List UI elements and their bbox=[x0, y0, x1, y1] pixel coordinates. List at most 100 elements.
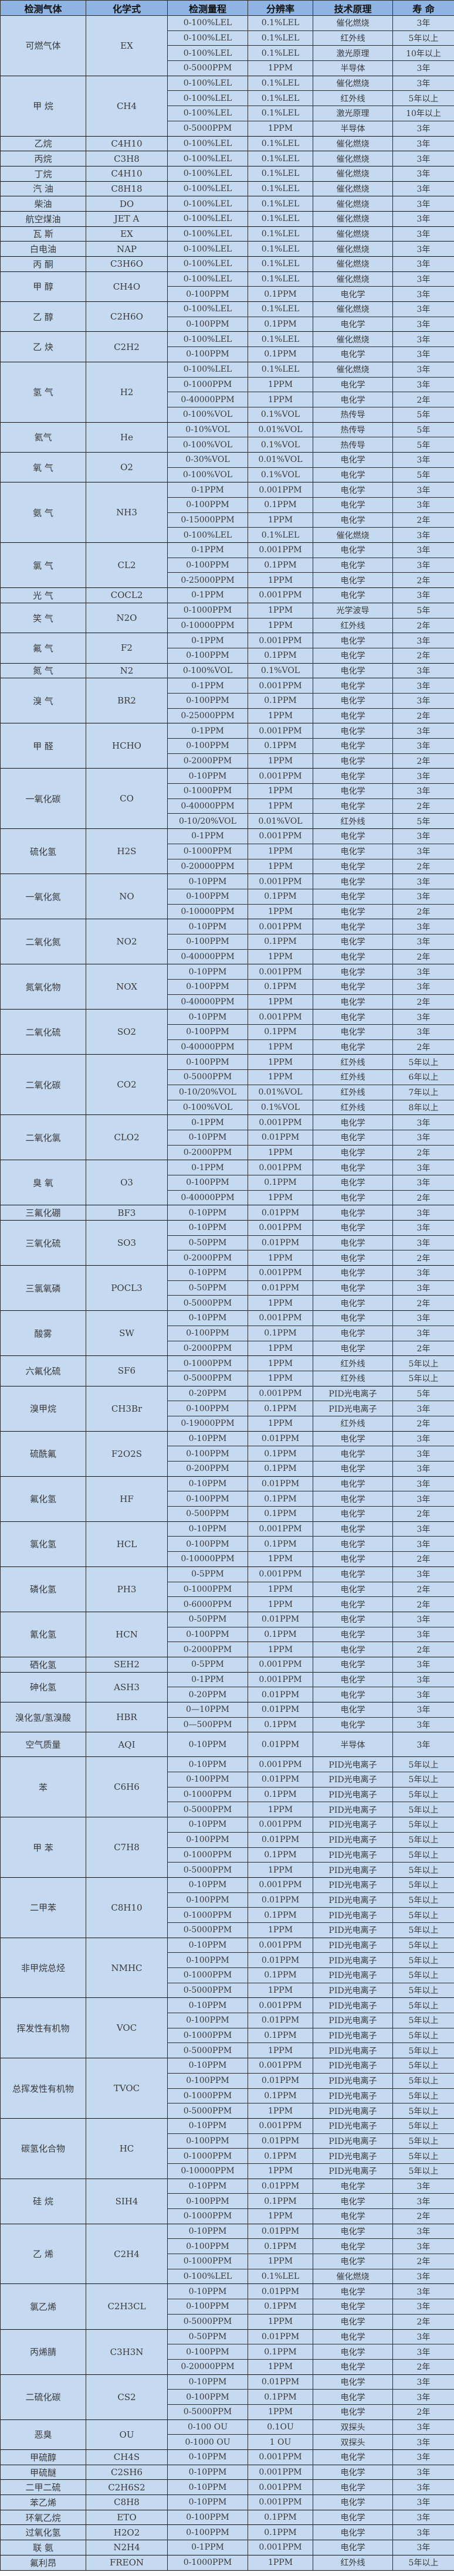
gas-name-cell: 氮氧化物 bbox=[0, 964, 86, 1010]
range-cell: 0-1PPM bbox=[167, 482, 248, 498]
lifespan-cell: 3年 bbox=[392, 2540, 454, 2555]
table-row: 0-100PPM 0.1PPM 电化学 3年 bbox=[1, 2344, 454, 2360]
resolution-cell: 0.01%VOL bbox=[248, 1084, 313, 1100]
table-row: 六氟化硫 SF6 0-1000PPM 1PPM 红外线 5年以上 bbox=[0, 1355, 454, 1386]
principle-cell: 电化学 bbox=[313, 1491, 393, 1507]
range-cell: 0-10PPM bbox=[167, 1997, 248, 2014]
resolution-cell: 0.1%VOL bbox=[248, 662, 313, 679]
resolution-cell: 0.1PPM bbox=[248, 1174, 313, 1191]
table-row: 丙 酮 C3H6O 0-100%LEL 0.1%LEL 催化燃烧 3年 bbox=[0, 256, 454, 272]
table-row: 0-100PPM 0.1PPM 电化学 3年 bbox=[1, 1174, 454, 1191]
range-cell: 0-5000PPM bbox=[167, 120, 248, 137]
table-row: 0-10PPM 0.01PPM 电化学 3年 bbox=[1, 1129, 454, 1146]
principle-cell: 电化学 bbox=[313, 1506, 393, 1522]
gas-name-cell: 溴 气 bbox=[0, 678, 86, 724]
principle-cell: 电化学 bbox=[313, 2449, 393, 2465]
lifespan-cell: 2年 bbox=[392, 903, 454, 920]
resolution-cell: 1PPM bbox=[248, 572, 313, 589]
lifespan-cell: 3年 bbox=[392, 1566, 454, 1582]
resolution-cell: 0.001PPM bbox=[248, 919, 313, 934]
range-cell: 0-100PPM bbox=[167, 2299, 248, 2315]
lifespan-cell: 3年 bbox=[392, 542, 454, 558]
range-cell: 0-100%LEL bbox=[167, 226, 248, 242]
lifespan-cell: 3年 bbox=[392, 2268, 454, 2285]
principle-cell: 电化学 bbox=[313, 2313, 393, 2330]
range-cell: 0-100PPM bbox=[167, 1446, 248, 1462]
lifespan-cell: 10年以上 bbox=[392, 45, 454, 62]
range-cell: 0-10000PPM bbox=[167, 2163, 248, 2179]
lifespan-cell: 2年 bbox=[392, 1506, 454, 1522]
principle-cell: 半导体 bbox=[313, 120, 393, 137]
table-row: 丙烷 C3H8 0-100%LEL 0.1%LEL 催化燃烧 3年 bbox=[0, 151, 454, 166]
lifespan-cell: 3年 bbox=[392, 1235, 454, 1251]
principle-cell: 电化学 bbox=[313, 467, 393, 483]
formula-cell: CH4 bbox=[86, 75, 168, 137]
gas-name-cell: 丙 酮 bbox=[0, 256, 86, 272]
principle-cell: 电化学 bbox=[313, 2238, 393, 2255]
lifespan-cell: 3年 bbox=[392, 226, 454, 242]
formula-cell: C3H6O bbox=[86, 256, 168, 272]
principle-cell: 红外线 bbox=[313, 1370, 393, 1386]
range-cell: 0-1000PPM bbox=[167, 2027, 248, 2044]
resolution-cell: 0.1%LEL bbox=[248, 75, 313, 91]
lifespan-cell: 6年以上 bbox=[392, 1069, 454, 1085]
formula-cell: EX bbox=[86, 15, 168, 76]
gas-name-cell: 氰化氢 bbox=[0, 1611, 86, 1657]
gas-name-cell: 酸雾 bbox=[0, 1310, 86, 1357]
principle-cell: 红外线 bbox=[313, 813, 393, 830]
lifespan-cell: 2年 bbox=[392, 392, 454, 407]
principle-cell: 电化学 bbox=[313, 708, 393, 724]
lifespan-cell: 3年 bbox=[392, 1310, 454, 1326]
gas-name-cell: 汽 油 bbox=[0, 181, 86, 197]
lifespan-cell: 3年 bbox=[392, 678, 454, 694]
principle-cell: 电化学 bbox=[313, 1009, 393, 1025]
table-row: 过氧化氢 H2O2 0-100PPM 0.1PPM 电化学 3年 bbox=[0, 2524, 454, 2541]
principle-cell: 电化学 bbox=[313, 874, 393, 889]
lifespan-cell: 3年 bbox=[392, 2495, 454, 2510]
range-cell: 0-1PPM bbox=[167, 1671, 248, 1688]
resolution-cell: 0.1PPM bbox=[248, 888, 313, 905]
resolution-cell: 0.001PPM bbox=[248, 1160, 313, 1175]
table-row: 0-5000PPM 1PPM PID光电离子 5年以上 bbox=[1, 2103, 454, 2119]
principle-cell: 电化学 bbox=[313, 542, 393, 558]
principle-cell: 红外线 bbox=[313, 30, 393, 46]
formula-cell: C2H6O bbox=[86, 301, 168, 332]
lifespan-cell: 3年 bbox=[392, 1536, 454, 1552]
range-cell: 0-100PPM bbox=[167, 316, 248, 332]
range-cell: 0-1000PPM bbox=[167, 2554, 248, 2571]
resolution-cell: 0.1PPM bbox=[248, 2148, 313, 2164]
resolution-cell: 1PPM bbox=[248, 2404, 313, 2420]
principle-cell: PID光电离子 bbox=[313, 1401, 393, 1416]
range-cell: 0-20000PPM bbox=[167, 858, 248, 875]
formula-cell: HCL bbox=[86, 1521, 168, 1567]
lifespan-cell: 3年 bbox=[392, 210, 454, 227]
table-row: 0-40000PPM 1PPM 电化学 2年 bbox=[1, 1039, 454, 1055]
table-row: 0-5000PPM 1PPM 红外线 5年以上 bbox=[1, 1370, 454, 1386]
lifespan-cell: 2年 bbox=[392, 1190, 454, 1206]
range-cell: 0-40000PPM bbox=[167, 392, 248, 407]
range-cell: 0-100%LEL bbox=[167, 210, 248, 227]
header-range: 检测量程 bbox=[167, 0, 248, 16]
range-cell: 0-200PPM bbox=[167, 1461, 248, 1477]
principle-cell: 电化学 bbox=[313, 843, 393, 859]
table-row: 二氧化硫 SO2 0-10PPM 0.001PPM 电化学 3年 bbox=[0, 1009, 454, 1055]
lifespan-cell: 3年 bbox=[392, 2464, 454, 2480]
lifespan-cell: 5年 bbox=[392, 1385, 454, 1402]
gas-name-cell: 甲 苯 bbox=[0, 1817, 86, 1878]
lifespan-cell: 5年以上 bbox=[392, 2133, 454, 2149]
gas-name-cell: 乙烷 bbox=[0, 135, 86, 152]
range-cell: 0-5000PPM bbox=[167, 1802, 248, 1818]
resolution-cell: 1PPM bbox=[248, 2313, 313, 2330]
range-cell: 0-100PPM bbox=[167, 2072, 248, 2089]
range-cell: 0-10PPM bbox=[167, 2495, 248, 2510]
resolution-cell: 0.01PPM bbox=[248, 1205, 313, 1221]
resolution-cell: 1PPM bbox=[248, 512, 313, 528]
lifespan-cell: 3年 bbox=[392, 1160, 454, 1175]
lifespan-cell: 3年 bbox=[392, 151, 454, 166]
principle-cell: 电化学 bbox=[313, 768, 393, 784]
principle-cell: 激光原理 bbox=[313, 106, 393, 121]
table-row: 0-5000PPM 1PPM 半导体 3年 bbox=[1, 60, 454, 76]
formula-cell: C8H10 bbox=[86, 1877, 168, 1938]
range-cell: 0-20PPM bbox=[167, 1687, 248, 1702]
principle-cell: 红外线 bbox=[313, 1084, 393, 1100]
